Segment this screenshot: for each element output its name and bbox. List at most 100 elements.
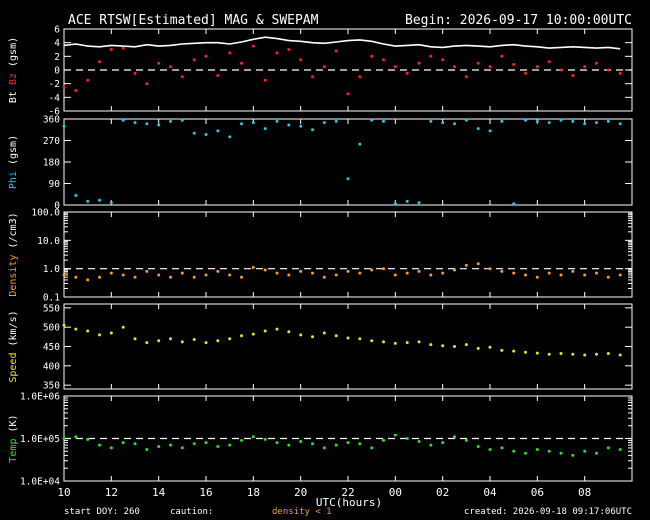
data-point-temp	[405, 437, 409, 440]
data-point-density	[370, 268, 374, 272]
x-tick-label: 14	[152, 486, 166, 499]
y-axis-label-part: Density	[8, 255, 19, 297]
data-point-speed	[500, 348, 504, 352]
data-point-speed	[512, 349, 516, 353]
y-axis-label-mag: Bt Bz (gsm)	[8, 37, 19, 103]
data-point-speed	[405, 341, 409, 345]
x-tick-label: 00	[389, 486, 402, 499]
data-point-speed	[311, 335, 314, 339]
data-point-bz	[311, 75, 314, 79]
data-point-phi	[216, 129, 220, 133]
data-point-bz	[429, 54, 433, 58]
data-point-phi	[334, 119, 338, 123]
data-point-speed	[86, 329, 90, 333]
data-point-phi	[476, 127, 480, 131]
data-point-phi	[86, 199, 90, 203]
y-tick-label: 2	[54, 52, 60, 63]
data-point-density	[192, 275, 196, 279]
data-point-speed	[287, 330, 291, 334]
data-point-speed	[169, 337, 172, 341]
data-point-bz	[180, 75, 184, 79]
y-tick-label: 550	[43, 303, 60, 314]
data-point-bz	[405, 71, 409, 75]
y-axis-label-part: Temp	[8, 439, 19, 463]
y-tick-label: 350	[43, 381, 60, 392]
data-point-bz	[393, 65, 397, 69]
data-point-density	[429, 273, 433, 277]
y-tick-label: 1.0E+06	[20, 392, 60, 403]
data-point-temp	[322, 446, 326, 450]
data-point-phi	[535, 119, 539, 123]
data-point-phi	[311, 128, 314, 132]
data-point-temp	[346, 441, 350, 445]
data-point-density	[441, 271, 445, 275]
data-point-speed	[429, 343, 433, 347]
data-point-temp	[145, 448, 149, 451]
data-point-density	[86, 278, 90, 282]
data-point-phi	[251, 121, 255, 125]
data-point-speed	[524, 350, 527, 354]
data-point-density	[571, 269, 575, 273]
data-point-phi	[382, 119, 385, 123]
y-tick-label: 10.0	[37, 236, 60, 247]
data-point-phi	[275, 119, 279, 123]
data-point-bz	[453, 65, 456, 69]
footer-start-doy: start DOY: 260	[64, 507, 140, 517]
data-point-speed	[251, 332, 255, 336]
y-tick-label: -2	[49, 79, 60, 90]
data-point-bz	[618, 71, 622, 75]
footer-created: created: 2026-09-18 09:17:06UTC	[464, 507, 632, 517]
data-point-speed	[74, 327, 78, 331]
data-point-speed	[299, 333, 303, 337]
data-point-phi	[322, 121, 326, 125]
data-point-temp	[441, 441, 445, 445]
data-point-temp	[464, 438, 468, 442]
data-point-speed	[240, 334, 243, 338]
y-axis-label-temp: Temp (K)	[8, 414, 19, 462]
data-point-bz	[287, 48, 291, 51]
data-point-temp	[512, 449, 516, 453]
data-point-bz	[86, 78, 90, 82]
y-axis-label-part: (gsm)	[8, 135, 19, 171]
data-point-density	[145, 269, 149, 273]
data-point-density	[464, 263, 468, 267]
data-point-speed	[145, 341, 149, 345]
data-point-phi	[263, 127, 267, 131]
series-temp	[62, 433, 622, 457]
data-point-temp	[109, 446, 113, 450]
data-point-temp	[311, 442, 314, 446]
data-point-phi	[287, 123, 291, 127]
data-point-bz	[358, 75, 362, 79]
data-point-bz	[500, 54, 504, 58]
data-point-bz	[595, 61, 598, 65]
x-tick-label: 06	[531, 486, 544, 499]
data-point-phi	[370, 118, 374, 122]
data-point-bz	[464, 75, 468, 79]
y-axis-label-density: Density (/cm3)	[8, 212, 19, 296]
data-point-phi	[453, 122, 456, 126]
data-point-temp	[500, 446, 504, 450]
y-tick-label: -4	[49, 93, 61, 104]
y-tick-label: 90	[49, 179, 61, 190]
series-bt	[63, 36, 621, 50]
data-point-temp	[251, 435, 255, 439]
data-point-temp	[571, 453, 575, 457]
data-point-temp	[618, 448, 622, 451]
data-point-phi	[595, 121, 598, 125]
data-point-temp	[228, 443, 232, 447]
data-point-speed	[453, 345, 456, 348]
data-point-temp	[488, 448, 492, 451]
data-point-bz	[169, 65, 172, 69]
data-point-temp	[524, 451, 527, 455]
data-point-phi	[240, 122, 243, 126]
data-point-density	[275, 271, 279, 275]
y-axis-label-part: Bz	[8, 73, 19, 91]
data-point-phi	[571, 119, 575, 123]
x-axis-label: UTC(hours)	[316, 496, 382, 509]
data-point-density	[322, 275, 326, 279]
data-point-density	[121, 273, 125, 277]
data-point-temp	[453, 435, 456, 439]
data-point-bz	[204, 54, 208, 58]
data-point-bz	[583, 65, 587, 69]
